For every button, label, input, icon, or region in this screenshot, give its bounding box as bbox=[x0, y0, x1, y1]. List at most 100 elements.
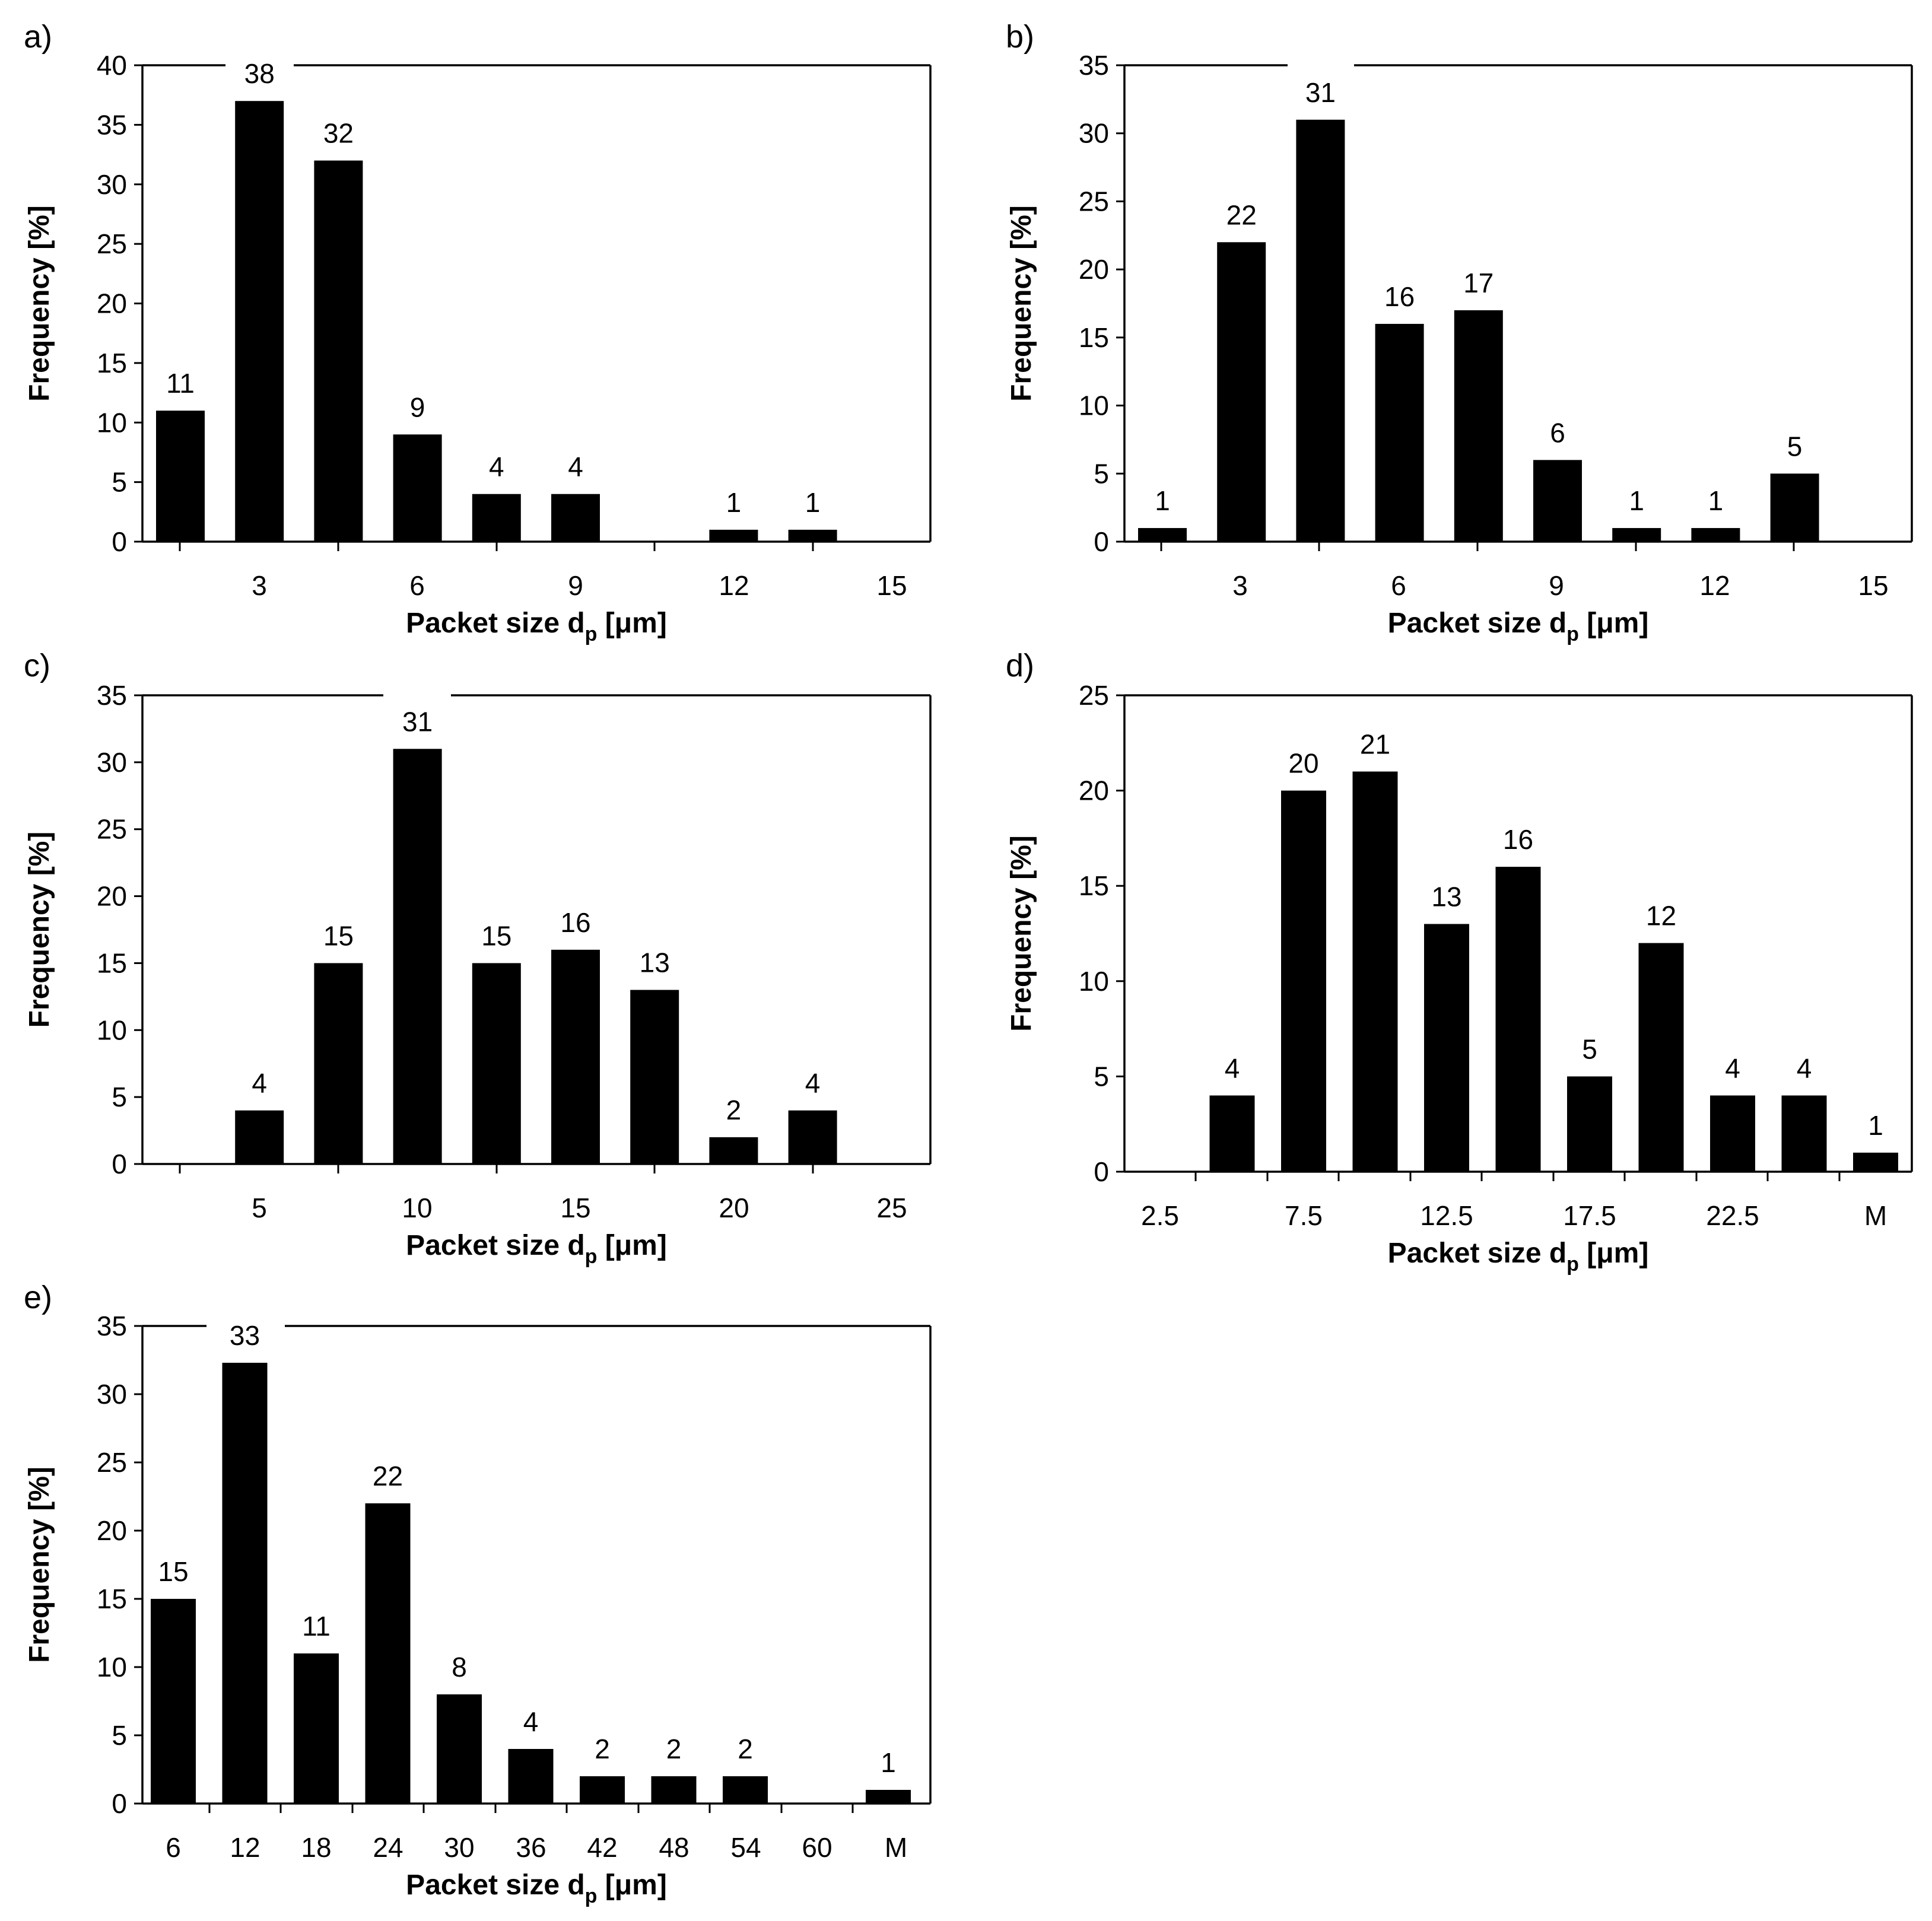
data-label: 1 bbox=[1155, 485, 1170, 516]
data-label: 38 bbox=[244, 58, 275, 89]
y-tick-label: 25 bbox=[1079, 186, 1109, 217]
data-label: 1 bbox=[881, 1747, 896, 1778]
data-label: 1 bbox=[1708, 485, 1724, 516]
x-axis-title: Packet size dp [μm] bbox=[406, 608, 667, 645]
bar bbox=[1781, 1095, 1827, 1172]
data-label: 12 bbox=[1646, 901, 1676, 931]
data-label: 5 bbox=[1582, 1033, 1597, 1064]
bar bbox=[1691, 528, 1740, 542]
x-tick-label: 30 bbox=[444, 1832, 474, 1863]
y-tick-label: 25 bbox=[97, 228, 127, 259]
x-tick-label: 15 bbox=[560, 1192, 590, 1223]
data-label: 4 bbox=[1797, 1053, 1812, 1084]
x-tick-label: 12 bbox=[1699, 570, 1730, 601]
x-tick-label: 9 bbox=[568, 570, 583, 601]
bar bbox=[1612, 528, 1661, 542]
data-label: 1 bbox=[805, 487, 821, 518]
panel-letter: d) bbox=[1006, 648, 1034, 683]
bar bbox=[1352, 771, 1398, 1172]
x-tick-label: M bbox=[1864, 1200, 1887, 1231]
bar bbox=[1770, 473, 1819, 542]
data-label: 16 bbox=[1384, 281, 1415, 312]
bar bbox=[551, 494, 600, 542]
y-tick-label: 0 bbox=[1094, 1156, 1109, 1187]
x-tick-label: 18 bbox=[301, 1832, 331, 1863]
bar bbox=[393, 749, 442, 1164]
x-tick-label: 20 bbox=[719, 1192, 749, 1223]
data-label: 1 bbox=[1868, 1110, 1883, 1141]
data-label: 9 bbox=[410, 392, 425, 422]
y-tick-label: 5 bbox=[112, 467, 127, 498]
bar bbox=[1138, 528, 1187, 542]
data-label: 17 bbox=[1463, 268, 1494, 298]
y-tick-label: 15 bbox=[1079, 322, 1109, 353]
data-label: 11 bbox=[302, 1611, 331, 1642]
y-tick-label: 5 bbox=[1094, 1061, 1109, 1092]
data-label: 22 bbox=[1226, 199, 1257, 230]
x-tick-label: 24 bbox=[373, 1832, 403, 1863]
data-label: 15 bbox=[158, 1556, 188, 1587]
x-tick-label: 15 bbox=[1858, 570, 1888, 601]
bar bbox=[1533, 460, 1582, 542]
y-tick-label: 10 bbox=[97, 1652, 127, 1683]
bar bbox=[472, 494, 521, 542]
data-label: 4 bbox=[489, 451, 504, 482]
bar bbox=[1495, 867, 1541, 1172]
data-label: 2 bbox=[595, 1734, 610, 1764]
y-tick-label: 35 bbox=[97, 680, 127, 711]
y-tick-label: 30 bbox=[97, 747, 127, 778]
x-tick-label: 3 bbox=[1232, 570, 1248, 601]
y-tick-label: 40 bbox=[97, 50, 127, 81]
y-tick-label: 15 bbox=[97, 348, 127, 379]
x-tick-label: 15 bbox=[876, 570, 907, 601]
y-tick-label: 20 bbox=[1079, 254, 1109, 285]
x-tick-label: 12 bbox=[230, 1832, 260, 1863]
y-tick-label: 15 bbox=[97, 947, 127, 978]
bar bbox=[651, 1776, 697, 1804]
data-label: 2 bbox=[666, 1734, 682, 1764]
y-tick-label: 30 bbox=[97, 169, 127, 200]
bar bbox=[1209, 1095, 1255, 1172]
bar bbox=[1296, 119, 1345, 542]
x-axis-title: Packet size dp [μm] bbox=[1388, 1238, 1649, 1276]
data-label: 20 bbox=[1288, 748, 1318, 779]
bar bbox=[235, 1110, 284, 1164]
y-tick-label: 15 bbox=[97, 1583, 127, 1614]
x-tick-label: 48 bbox=[659, 1832, 689, 1863]
y-axis-title: Frequency [%] bbox=[24, 1467, 55, 1663]
bar bbox=[1217, 242, 1266, 542]
x-tick-label: 6 bbox=[409, 570, 425, 601]
y-tick-label: 25 bbox=[97, 814, 127, 845]
bar bbox=[314, 160, 363, 542]
data-label: 33 bbox=[230, 1320, 260, 1351]
data-label: 4 bbox=[523, 1706, 539, 1737]
x-tick-label: 60 bbox=[802, 1832, 832, 1863]
bar bbox=[294, 1653, 339, 1804]
bar bbox=[580, 1776, 625, 1804]
y-tick-label: 20 bbox=[97, 288, 127, 319]
bar bbox=[630, 990, 679, 1164]
y-tick-label: 25 bbox=[97, 1447, 127, 1478]
data-label: 31 bbox=[402, 706, 433, 737]
y-tick-label: 30 bbox=[1079, 118, 1109, 149]
data-label: 4 bbox=[252, 1068, 267, 1099]
y-tick-label: 10 bbox=[97, 1014, 127, 1045]
data-label: 32 bbox=[323, 118, 354, 149]
x-tick-label: 7.5 bbox=[1285, 1200, 1323, 1231]
data-label: 15 bbox=[481, 920, 511, 951]
y-tick-label: 10 bbox=[97, 407, 127, 438]
y-tick-label: 35 bbox=[1079, 50, 1109, 81]
y-tick-label: 5 bbox=[112, 1082, 127, 1112]
bar bbox=[314, 963, 363, 1164]
data-label: 16 bbox=[1503, 824, 1533, 855]
x-tick-label: 2.5 bbox=[1141, 1200, 1179, 1231]
chart-panel-c: c) 0 5 10 15 20 25 30 35 5 10 15 20 25 4 15 31 15 16 13 2 4 Pa… bbox=[24, 648, 932, 1268]
y-axis-title: Frequency [%] bbox=[1006, 205, 1037, 402]
x-tick-label: 3 bbox=[252, 570, 267, 601]
bar bbox=[709, 529, 758, 542]
y-tick-label: 5 bbox=[1094, 458, 1109, 489]
y-tick-label: 0 bbox=[112, 526, 127, 557]
